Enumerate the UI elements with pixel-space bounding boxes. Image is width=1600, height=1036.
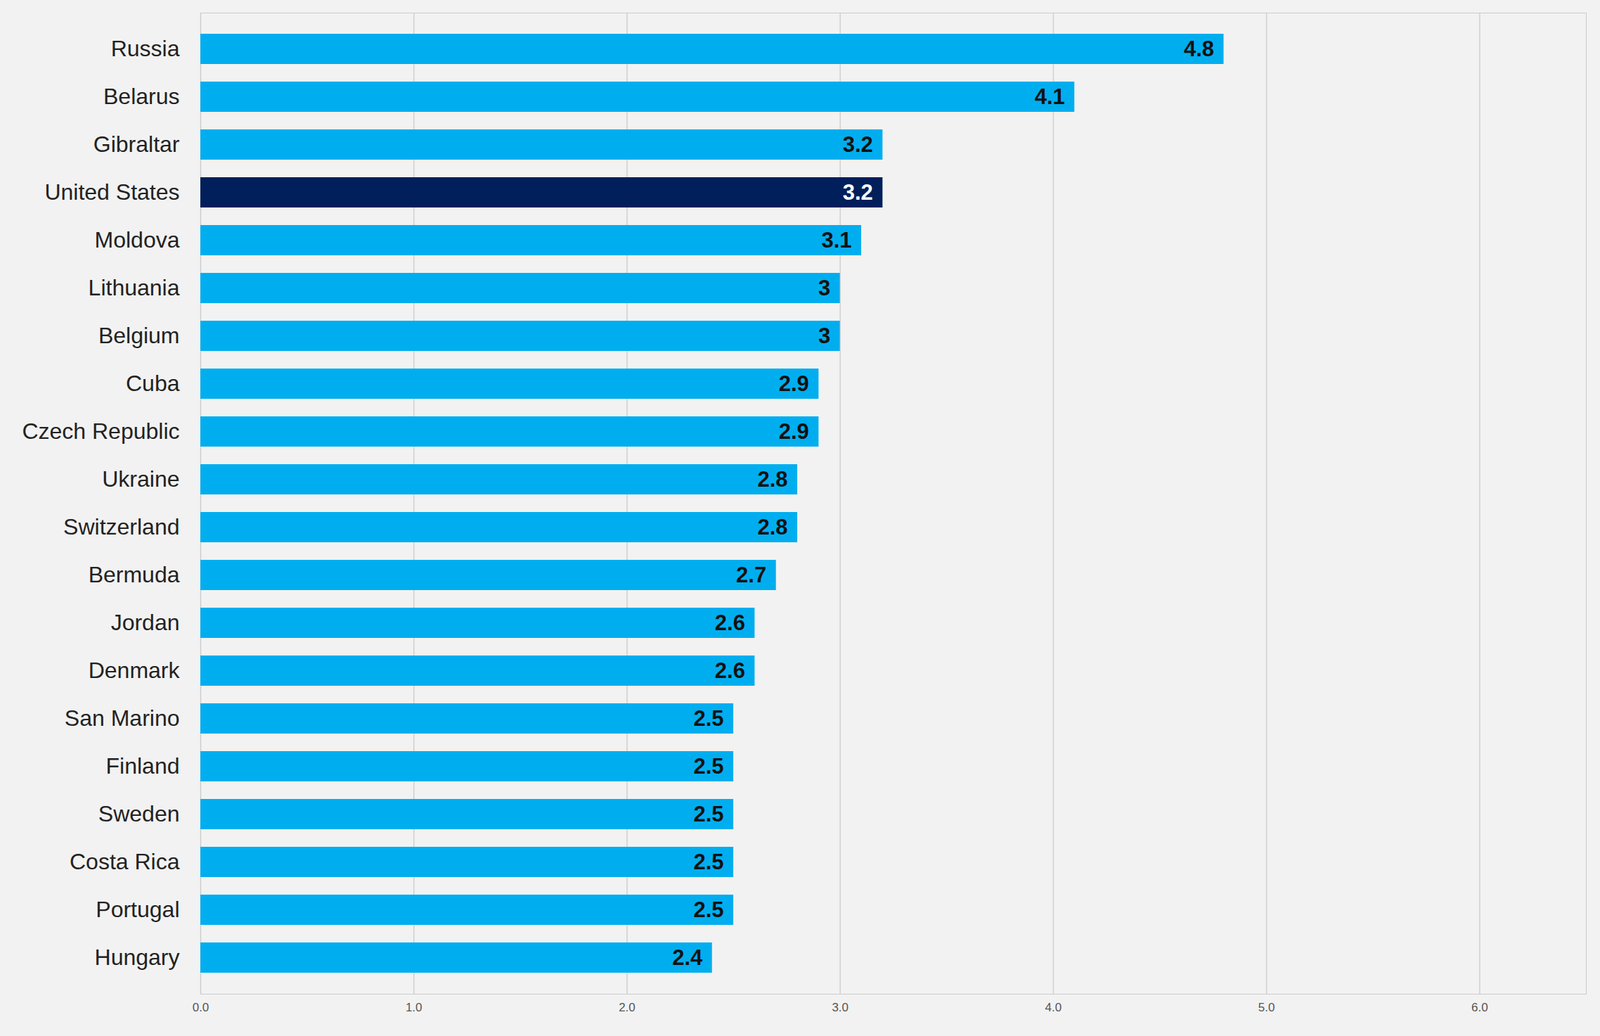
svg-text:Denmark: Denmark xyxy=(88,657,181,683)
svg-text:Switzerland: Switzerland xyxy=(63,513,180,540)
svg-text:United States: United States xyxy=(44,179,180,205)
svg-text:Cuba: Cuba xyxy=(125,370,180,396)
svg-text:Russia: Russia xyxy=(111,35,180,62)
svg-text:Costa Rica: Costa Rica xyxy=(69,848,180,874)
svg-text:2.8: 2.8 xyxy=(757,466,788,492)
svg-text:2.6: 2.6 xyxy=(714,657,746,683)
svg-text:2.5: 2.5 xyxy=(693,897,724,922)
svg-text:3.2: 3.2 xyxy=(842,179,874,205)
svg-text:2.7: 2.7 xyxy=(736,562,767,587)
svg-text:3.0: 3.0 xyxy=(831,1000,849,1014)
svg-text:Portugal: Portugal xyxy=(95,896,180,922)
svg-text:2.6: 2.6 xyxy=(714,610,746,635)
svg-text:2.5: 2.5 xyxy=(693,753,724,779)
svg-text:Ukraine: Ukraine xyxy=(101,466,180,492)
svg-text:2.0: 2.0 xyxy=(618,1000,636,1014)
svg-text:3.1: 3.1 xyxy=(821,227,852,253)
svg-text:2.8: 2.8 xyxy=(757,514,788,540)
svg-text:0.0: 0.0 xyxy=(192,1000,210,1014)
svg-text:4.8: 4.8 xyxy=(1183,36,1215,62)
svg-text:2.5: 2.5 xyxy=(693,705,724,731)
svg-text:San Marino: San Marino xyxy=(64,705,180,731)
svg-text:3: 3 xyxy=(818,323,831,348)
svg-text:6.0: 6.0 xyxy=(1471,1000,1489,1014)
svg-text:5.0: 5.0 xyxy=(1258,1000,1276,1014)
svg-text:Belarus: Belarus xyxy=(103,83,180,109)
svg-text:3: 3 xyxy=(818,275,831,301)
svg-text:Sweden: Sweden xyxy=(98,800,180,827)
svg-text:Lithuania: Lithuania xyxy=(88,274,180,301)
svg-text:2.9: 2.9 xyxy=(778,371,810,396)
svg-text:2.9: 2.9 xyxy=(778,418,810,444)
svg-text:Hungary: Hungary xyxy=(94,944,180,970)
svg-text:1.0: 1.0 xyxy=(405,1000,423,1014)
svg-text:Finland: Finland xyxy=(106,752,180,779)
svg-text:Czech Republic: Czech Republic xyxy=(21,418,180,444)
svg-text:Bermuda: Bermuda xyxy=(88,561,180,587)
svg-text:2.5: 2.5 xyxy=(693,801,724,827)
svg-text:Moldova: Moldova xyxy=(94,227,180,253)
svg-text:Jordan: Jordan xyxy=(111,609,180,635)
svg-text:2.4: 2.4 xyxy=(672,944,703,970)
svg-text:Gibraltar: Gibraltar xyxy=(93,131,180,157)
svg-text:4.1: 4.1 xyxy=(1034,84,1066,109)
svg-text:2.5: 2.5 xyxy=(693,849,724,874)
svg-text:4.0: 4.0 xyxy=(1045,1000,1063,1014)
svg-text:3.2: 3.2 xyxy=(842,132,874,157)
svg-text:Belgium: Belgium xyxy=(98,322,180,348)
